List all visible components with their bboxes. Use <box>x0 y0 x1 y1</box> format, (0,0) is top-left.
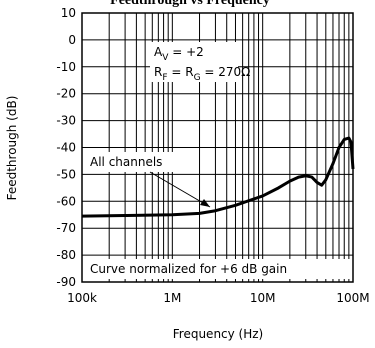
y-tick-label: -60 <box>56 194 76 208</box>
y-tick-label: -10 <box>56 60 76 74</box>
annotation-box <box>86 152 180 172</box>
resistor-annotation: RF = RG = 270Ω <box>154 65 250 83</box>
y-tick-label: -80 <box>56 248 76 262</box>
text: R <box>154 65 162 79</box>
chart-title: Feedthrough vs Frequency <box>110 0 270 8</box>
annotation-box <box>86 259 350 279</box>
gain-annotation: AV = +2 <box>154 45 204 63</box>
y-tick-label: -70 <box>56 221 76 235</box>
text: = +2 <box>168 45 203 59</box>
y-tick-label: -50 <box>56 167 76 181</box>
plot-frame <box>81 12 354 283</box>
text: = R <box>168 65 194 79</box>
y-tick-label: -90 <box>56 275 76 289</box>
y-tick-label: -40 <box>56 141 76 155</box>
y-tick-label: 0 <box>68 33 76 47</box>
arrow-head <box>200 199 210 207</box>
note: Curve normalized for +6 dB gain <box>90 262 287 276</box>
y-tick-label: -20 <box>56 87 76 101</box>
x-tick-label: 1M <box>163 291 181 305</box>
annotation-box <box>150 42 238 82</box>
text: = 270Ω <box>201 65 251 79</box>
legend-label: All channels <box>90 155 162 169</box>
text: A <box>154 45 163 59</box>
text: G <box>194 73 201 83</box>
x-tick-label: 100k <box>67 291 97 305</box>
line <box>81 136 355 218</box>
y-tick-label: 10 <box>61 6 76 20</box>
plot <box>81 136 355 218</box>
text: V <box>162 53 169 63</box>
y-axis-label: Feedthrough (dB) <box>5 96 19 201</box>
arrow <box>149 171 211 208</box>
y-tick-label: -30 <box>56 114 76 128</box>
x-tick-label: 10M <box>250 291 276 305</box>
x-axis-label: Frequency (Hz) <box>173 327 264 341</box>
text: F <box>162 73 167 83</box>
x-tick-label: 100M <box>336 291 369 305</box>
